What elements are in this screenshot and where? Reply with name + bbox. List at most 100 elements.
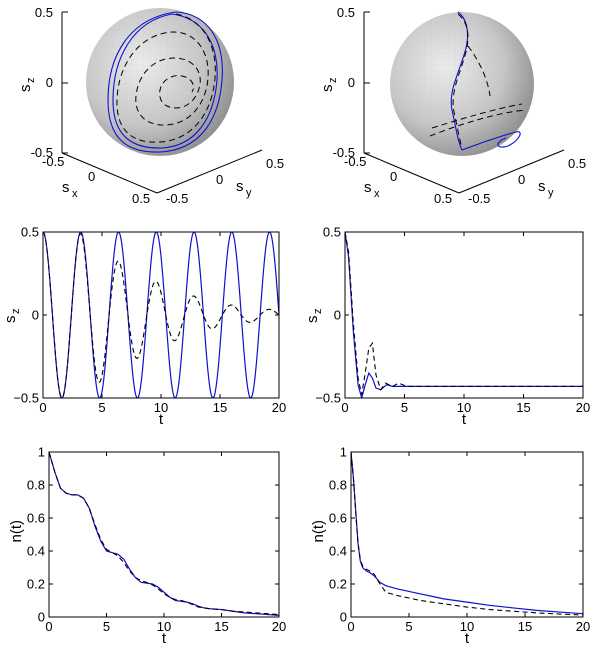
x-tick-label: 20 bbox=[272, 619, 286, 634]
y-tick-label: 0.6 bbox=[27, 511, 45, 526]
svg-text:s: s bbox=[62, 179, 70, 196]
x-axis-label: t bbox=[462, 411, 467, 428]
x-tick-label: 0 bbox=[341, 400, 348, 415]
x-tick-label: 10 bbox=[460, 619, 474, 634]
x-axis-line bbox=[363, 152, 460, 194]
x-tick-label: -0.5 bbox=[344, 154, 366, 169]
x-tick-label: 15 bbox=[516, 400, 530, 415]
solid-series-line bbox=[49, 452, 279, 616]
y-axis-label-text: s bbox=[2, 316, 19, 324]
solid-series-line bbox=[345, 232, 583, 398]
y-tick-label: 0 bbox=[340, 610, 347, 625]
plot-frame bbox=[350, 451, 584, 618]
panel-n-right: 0 5 10 15 20 0 0.2 0.4 0.6 0.8 1 t n(t) bbox=[310, 445, 590, 648]
y-tick-label: -0.5 bbox=[468, 191, 490, 206]
y-axis-line bbox=[156, 149, 263, 194]
solid-series-line bbox=[351, 452, 583, 615]
x-tick-label: 20 bbox=[272, 400, 286, 415]
y-tick-label: 0.8 bbox=[27, 478, 45, 493]
y-axis-label: n(t) bbox=[8, 520, 25, 543]
y-tick-label: −0.5 bbox=[13, 391, 39, 406]
x-axis-label: s x bbox=[364, 179, 380, 200]
plot-frame bbox=[344, 231, 584, 399]
svg-text:s: s bbox=[17, 85, 34, 93]
svg-text:x: x bbox=[374, 188, 380, 200]
z-tick-label: 0 bbox=[348, 75, 355, 90]
x-tick-label: 0 bbox=[45, 619, 52, 634]
x-tick-label: 10 bbox=[457, 400, 471, 415]
x-tick-label: 10 bbox=[154, 400, 168, 415]
svg-text:s: s bbox=[236, 178, 244, 195]
svg-text:s: s bbox=[364, 179, 372, 196]
dashed-series-line bbox=[345, 232, 583, 395]
y-tick-label: 0 bbox=[32, 308, 39, 323]
x-tick-label: 5 bbox=[405, 619, 412, 634]
panel-n-left: 0 5 10 15 20 0 0.2 0.4 0.6 0.8 1 t n(t) bbox=[8, 445, 286, 648]
x-tick-label: 20 bbox=[576, 400, 590, 415]
dashed-trajectory bbox=[429, 13, 527, 149]
y-tick-label: 0.2 bbox=[329, 577, 347, 592]
y-tick-label: 0.4 bbox=[27, 544, 45, 559]
x-tick-label: 15 bbox=[214, 619, 228, 634]
z-axis-label: s z bbox=[319, 78, 339, 93]
y-axis-label: s y bbox=[236, 178, 252, 199]
x-axis-label: s x bbox=[62, 179, 78, 200]
dashed-series-line bbox=[351, 452, 583, 616]
svg-text:z: z bbox=[327, 78, 339, 84]
svg-text:z: z bbox=[25, 78, 37, 84]
bloch-sphere-mesh bbox=[86, 8, 234, 156]
y-tick-label: 0.2 bbox=[27, 577, 45, 592]
x-axis-label: t bbox=[465, 630, 470, 647]
y-axis-label: sz bbox=[2, 309, 22, 324]
y-tick-label: 0.5 bbox=[266, 156, 284, 171]
y-tick-label: 0.5 bbox=[21, 225, 39, 240]
y-axis-label: n(t) bbox=[310, 520, 327, 543]
y-axis-label-subscript: z bbox=[10, 309, 22, 315]
y-axis-line bbox=[458, 149, 565, 194]
x-tick-label: 5 bbox=[401, 400, 408, 415]
x-tick-label: 15 bbox=[518, 619, 532, 634]
x-axis-label: t bbox=[162, 630, 167, 647]
y-tick-label: 0.5 bbox=[568, 156, 586, 171]
dashed-series-line bbox=[49, 452, 279, 616]
y-tick-label: 0.6 bbox=[329, 511, 347, 526]
z-tick-label: -0.5 bbox=[31, 145, 53, 160]
x-tick-label: 0.5 bbox=[434, 191, 452, 206]
panel-sphere-left: 0.5 0 -0.5 s z -0.5 0 0.5 s x 0.5 0 -0.5… bbox=[17, 5, 284, 206]
dashed-series-line bbox=[43, 232, 279, 398]
y-tick-label: 0.5 bbox=[323, 225, 341, 240]
y-tick-label: 0.4 bbox=[329, 544, 347, 559]
x-tick-label: -0.5 bbox=[42, 154, 64, 169]
y-tick-label: 0 bbox=[216, 172, 223, 187]
y-tick-label: -0.5 bbox=[166, 191, 188, 206]
panel-sphere-right: 0.5 0 -0.5 s z -0.5 0 0.5 s x 0.5 0 -0.5… bbox=[319, 5, 586, 206]
y-axis-label-text: s bbox=[304, 316, 321, 324]
y-tick-label: 1 bbox=[340, 445, 347, 460]
svg-text:y: y bbox=[246, 187, 252, 199]
z-tick-label: 0.5 bbox=[337, 5, 355, 20]
x-tick-label: 20 bbox=[576, 619, 590, 634]
y-axis-label-text: n(t) bbox=[8, 520, 25, 543]
x-tick-label: 0 bbox=[88, 169, 95, 184]
z-tick-label: 0.5 bbox=[35, 5, 53, 20]
x-tick-label: 0 bbox=[390, 169, 397, 184]
x-tick-label: 0.5 bbox=[132, 191, 150, 206]
x-axis-line bbox=[61, 152, 158, 194]
y-axis-label: sz bbox=[304, 309, 324, 324]
x-tick-label: 0 bbox=[347, 619, 354, 634]
x-tick-label: 15 bbox=[213, 400, 227, 415]
y-tick-label: 0.8 bbox=[329, 478, 347, 493]
x-tick-label: 0 bbox=[39, 400, 46, 415]
svg-text:s: s bbox=[538, 178, 546, 195]
x-axis-label: t bbox=[159, 411, 164, 428]
bloch-sphere-mesh bbox=[390, 12, 534, 156]
y-axis-label: s y bbox=[538, 178, 554, 199]
y-tick-label: 0 bbox=[38, 610, 45, 625]
y-tick-label: −0.5 bbox=[315, 391, 341, 406]
y-tick-label: 0 bbox=[334, 308, 341, 323]
x-tick-label: 5 bbox=[98, 400, 105, 415]
y-tick-label: 0 bbox=[518, 172, 525, 187]
